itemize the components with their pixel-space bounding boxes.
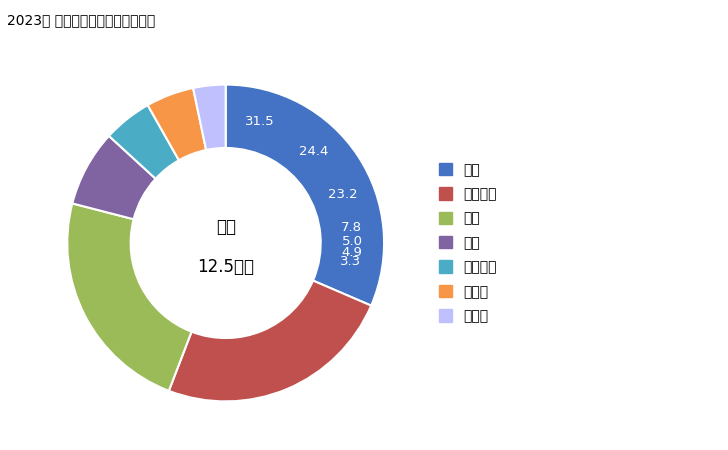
- Text: 7.8: 7.8: [341, 221, 362, 234]
- Text: 2023年 輸入相手国のシェア（％）: 2023年 輸入相手国のシェア（％）: [7, 14, 156, 27]
- Wedge shape: [72, 136, 156, 219]
- Wedge shape: [109, 105, 179, 179]
- Wedge shape: [169, 280, 371, 401]
- Legend: 中国, エジプト, 韓国, 米国, ベルギー, ドイツ, その他: 中国, エジプト, 韓国, 米国, ベルギー, ドイツ, その他: [438, 163, 497, 323]
- Wedge shape: [193, 85, 226, 150]
- Text: 24.4: 24.4: [298, 145, 328, 158]
- Text: 5.0: 5.0: [342, 235, 363, 248]
- Text: 31.5: 31.5: [245, 115, 275, 127]
- Wedge shape: [226, 85, 384, 306]
- Wedge shape: [148, 88, 206, 160]
- Wedge shape: [67, 203, 191, 391]
- Text: 3.3: 3.3: [341, 255, 362, 268]
- Text: 12.5億円: 12.5億円: [197, 258, 254, 276]
- Text: 総額: 総額: [215, 218, 236, 236]
- Text: 4.9: 4.9: [341, 246, 363, 259]
- Text: 23.2: 23.2: [328, 188, 357, 201]
